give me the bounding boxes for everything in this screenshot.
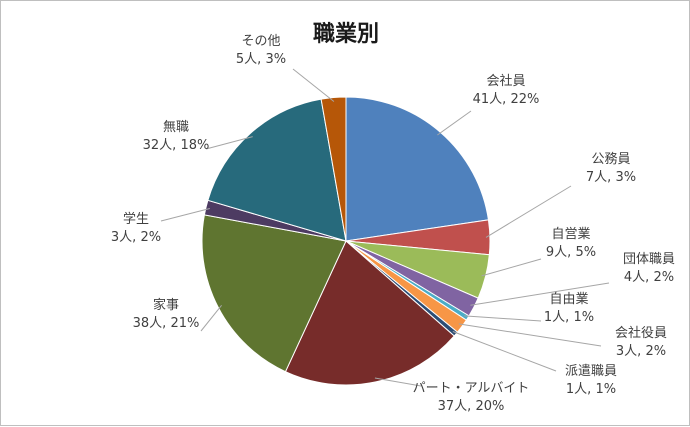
leader-line-11: [292, 68, 335, 102]
leader-line-4: [464, 315, 542, 322]
leader-line-7: [374, 377, 422, 387]
slice-label-name-8: 家事: [153, 297, 179, 313]
slice-label-name-3: 団体職員: [623, 252, 675, 267]
chart-title: 職業別: [313, 21, 379, 47]
slice-label-name-2: 自営業: [551, 226, 590, 242]
slice-label-name-4: 自由業: [549, 291, 588, 307]
slice-label-name-5: 会社役員: [615, 325, 667, 341]
slice-label-value-11: 5人, 3%: [236, 52, 286, 67]
slice-label-value-9: 3人, 2%: [111, 230, 161, 245]
leader-line-5: [458, 323, 602, 347]
slice-label-value-7: 37人, 20%: [438, 399, 505, 414]
leader-line-9: [160, 208, 210, 222]
slice-label-name-0: 会社員: [486, 73, 525, 89]
slice-labels: 会社員 41人, 22% 公務員 7人, 3% 自営業 9人, 5% 団体職員 4人, 2% 自…: [111, 34, 675, 414]
slice-label-value-8: 38人, 21%: [133, 316, 200, 331]
slice-label-value-0: 41人, 22%: [473, 92, 540, 107]
slice-label-value-1: 7人, 3%: [586, 170, 636, 185]
slice-label-name-1: 公務員: [591, 152, 630, 167]
slice-label-name-6: 派遣職員: [565, 364, 617, 379]
slice-label-name-7: パート・アルバイト: [413, 381, 530, 396]
pie-slice-8: [201, 214, 347, 373]
pie-slice-7: [284, 240, 455, 386]
leader-line-6: [452, 331, 557, 372]
leader-line-3: [470, 282, 610, 306]
leader-line-8: [200, 304, 222, 332]
slice-label-value-6: 1人, 1%: [566, 382, 616, 397]
leader-line-0: [437, 110, 472, 136]
leader-lines: [160, 68, 610, 387]
slice-label-name-11: その他: [241, 34, 280, 49]
pie-slice-11: [320, 96, 347, 242]
slice-label-value-3: 4人, 2%: [624, 270, 674, 285]
slice-label-name-9: 学生: [123, 211, 149, 227]
leader-line-1: [485, 185, 572, 238]
leader-line-2: [481, 258, 542, 277]
pie-slice-10: [207, 98, 347, 242]
slice-label-value-4: 1人, 1%: [544, 310, 594, 325]
slice-label-value-2: 9人, 5%: [546, 245, 596, 260]
leader-line-10: [205, 136, 253, 150]
slice-label-name-10: 無職: [163, 120, 189, 135]
pie-slices: [201, 96, 491, 386]
pie-slice-0: [345, 96, 490, 242]
slice-label-value-5: 3人, 2%: [616, 344, 666, 359]
slice-label-value-10: 32人, 18%: [143, 138, 210, 153]
